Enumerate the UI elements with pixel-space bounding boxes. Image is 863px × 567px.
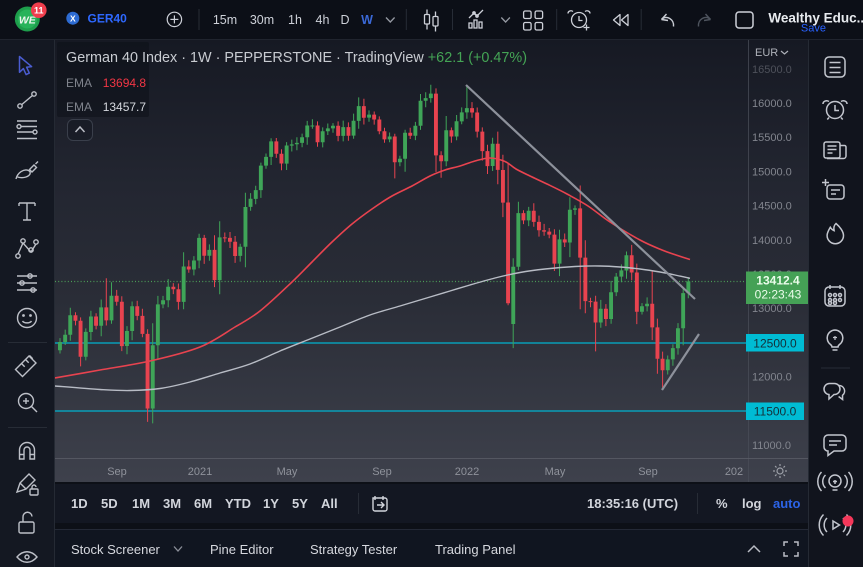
svg-text:4h: 4h <box>316 13 330 27</box>
svg-text:X: X <box>70 13 76 23</box>
svg-text:30m: 30m <box>250 13 274 27</box>
svg-text:02:23:43: 02:23:43 <box>755 288 802 302</box>
svg-text:11: 11 <box>34 5 44 15</box>
svg-text:202: 202 <box>725 466 743 478</box>
svg-text:11000.0: 11000.0 <box>752 440 791 452</box>
svg-text:D: D <box>340 13 349 27</box>
svg-text:16500.0: 16500.0 <box>752 64 792 76</box>
svg-text:2022: 2022 <box>455 466 479 478</box>
svg-text:11500.0: 11500.0 <box>754 405 797 419</box>
svg-text:W: W <box>361 13 373 27</box>
svg-text:May: May <box>545 466 566 478</box>
svg-text:May: May <box>277 466 298 478</box>
svg-text:15000.0: 15000.0 <box>752 166 792 178</box>
svg-text:15500.0: 15500.0 <box>752 132 792 144</box>
svg-text:EUR: EUR <box>755 47 778 59</box>
svg-text:Sep: Sep <box>372 466 392 478</box>
svg-text:13412.4: 13412.4 <box>756 274 800 288</box>
svg-text:GER40: GER40 <box>88 12 128 26</box>
svg-text:Sep: Sep <box>107 466 127 478</box>
svg-text:Save: Save <box>801 23 826 35</box>
svg-text:12000.0: 12000.0 <box>752 372 792 384</box>
svg-text:Wealthy Educ...: Wealthy Educ... <box>768 11 863 26</box>
svg-text:WE: WE <box>19 15 37 27</box>
svg-text:16000.0: 16000.0 <box>752 98 792 110</box>
svg-text:Sep: Sep <box>638 466 658 478</box>
svg-text:1h: 1h <box>288 13 302 27</box>
svg-text:13000.0: 13000.0 <box>752 303 792 315</box>
svg-text:12500.0: 12500.0 <box>753 337 797 351</box>
svg-text:14500.0: 14500.0 <box>752 201 792 213</box>
svg-text:15m: 15m <box>213 13 237 27</box>
svg-text:14000.0: 14000.0 <box>752 235 792 247</box>
svg-text:2021: 2021 <box>188 466 212 478</box>
